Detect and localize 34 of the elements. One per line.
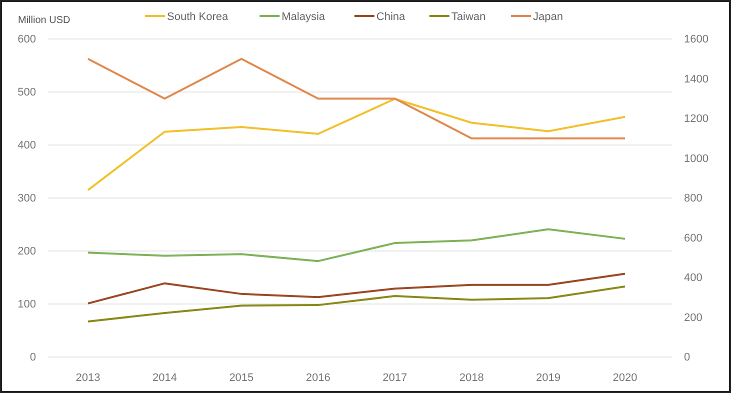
y2-tick-label: 800: [684, 192, 702, 205]
legend-label: South Korea: [167, 11, 230, 23]
y-tick-label: 300: [18, 192, 36, 205]
line-series: [87, 98, 626, 192]
y-tick-label: 600: [18, 34, 36, 46]
y-tick-label: 0: [30, 352, 36, 364]
x-tick-label: 2014: [152, 372, 177, 384]
y-axis-title: Million USD: [18, 15, 70, 26]
y2-tick-label: 400: [684, 272, 702, 284]
x-tick-label: 2013: [76, 372, 100, 384]
y-tick-label: 400: [18, 140, 36, 152]
x-tick-label: 2015: [229, 372, 254, 384]
line-series: [87, 272, 626, 304]
x-tick-label: 2019: [536, 372, 561, 384]
y-tick-label: 200: [18, 246, 36, 258]
y2-tick-label: 0: [684, 352, 690, 364]
x-tick-label: 2016: [306, 372, 330, 384]
x-tick-label: 2018: [459, 372, 484, 384]
y2-tick-label: 200: [684, 312, 702, 324]
y2-tick-label: 1200: [684, 113, 708, 126]
legend-label: Malaysia: [282, 11, 326, 23]
y2-tick-label: 1400: [684, 73, 708, 86]
line-series: [87, 286, 626, 322]
y2-tick-label: 1600: [684, 34, 708, 46]
y2-tick-label: 1000: [684, 152, 708, 165]
x-tick-label: 2017: [382, 372, 408, 384]
y2-tick-label: 600: [684, 232, 702, 244]
y-tick-label: 500: [18, 86, 36, 99]
line-series: [87, 228, 626, 262]
x-tick-label: 2020: [612, 372, 638, 384]
y-tick-label: 100: [18, 298, 36, 311]
legend-label: Taiwan: [451, 11, 486, 23]
legend-label: China: [376, 11, 406, 23]
legend-label: Japan: [533, 11, 563, 23]
